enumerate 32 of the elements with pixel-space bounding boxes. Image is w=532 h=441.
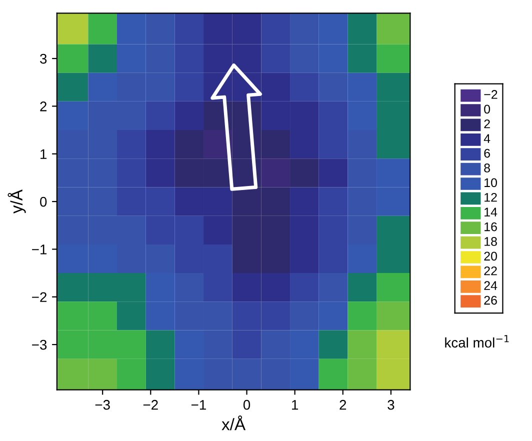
color-bar-label: 22 [484,266,497,276]
y-tick-label: 1 [40,149,47,159]
x-tick-label: −3 [95,400,110,410]
color-bar-label: 0 [484,104,490,114]
color-bar-label: 10 [484,178,498,188]
color-bar-label: 24 [484,281,498,290]
color-bar-label: 2 [484,119,490,128]
x-tick-label: 0 [243,400,250,410]
x-tick-label: −1 [191,400,206,410]
color-bar-label: 6 [484,148,490,158]
color-bar-label: 16 [484,222,497,232]
y-tick-label: 2 [40,102,47,112]
color-bar-label: 18 [484,237,497,246]
y-tick-label: 0 [40,196,47,207]
y-axis-title: y/Å [8,190,26,214]
color-bar-label: 12 [484,192,497,202]
color-bar-label: 14 [484,208,498,216]
y-tick-label: −1 [32,244,47,254]
x-axis-title: x/Å [222,416,246,430]
color-bar-label: 4 [484,134,490,143]
x-tick-label: −2 [143,400,158,410]
color-bar-title: kcal mol$^{−1}$ [445,335,509,348]
x-tick-label: 3 [388,400,394,410]
x-tick-label: 2 [340,400,346,410]
y-tick-label: −3 [32,340,47,350]
y-tick-label: −2 [32,292,47,302]
color-bar-label: 26 [484,296,497,305]
color-bar-label: −2 [484,90,498,99]
color-bar-label: 8 [484,164,490,172]
color-bar-label: 20 [484,252,498,261]
y-tick-label: 3 [40,54,47,64]
x-tick-label: 1 [292,400,298,410]
